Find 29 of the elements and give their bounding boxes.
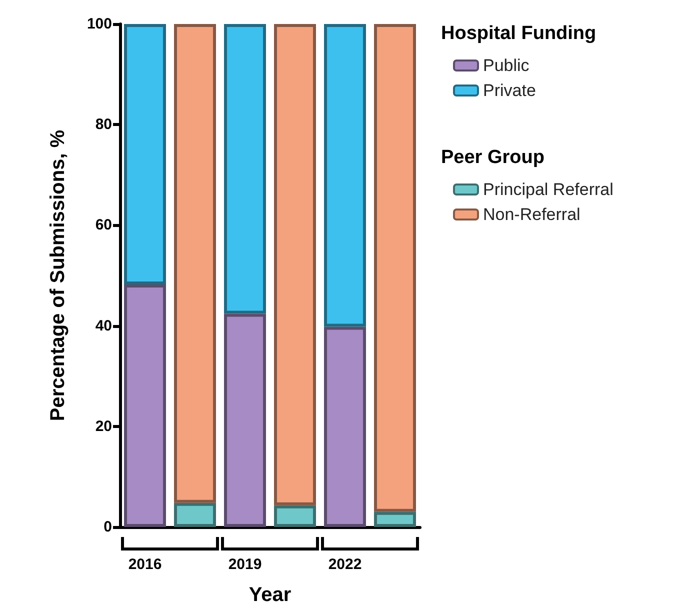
bar: [174, 502, 216, 527]
bar: [324, 24, 366, 327]
y-tick-label: 40: [95, 317, 112, 334]
y-tick-label: 100: [86, 16, 112, 32]
legend-label: Private: [483, 81, 536, 100]
bar: [324, 326, 366, 527]
bar: [174, 24, 216, 503]
bar: [224, 24, 266, 314]
bar: [374, 512, 416, 527]
bar: [274, 24, 316, 506]
bar: [124, 284, 166, 527]
bar: [224, 314, 266, 527]
bar: [374, 24, 416, 512]
y-tick-label: 80: [95, 116, 112, 134]
x-tick-label: 2022: [328, 556, 362, 573]
y-tick-label: 0: [104, 518, 112, 536]
x-axis-title: Year: [248, 584, 292, 606]
x-tick-label: 2019: [228, 556, 262, 573]
legend-title: Hospital Funding: [441, 23, 596, 44]
y-tick-label: 60: [95, 216, 112, 234]
y-axis-title: Percentage of Submissions, %: [47, 130, 69, 422]
x-tick-label: 2016: [128, 556, 162, 573]
legend-label: Public: [483, 56, 530, 75]
y-tick-label: 20: [95, 418, 112, 435]
legend-label: Principal Referral: [483, 180, 614, 199]
bar: [124, 24, 166, 285]
text: Peer Group: [441, 147, 544, 168]
legend-label: Non-Referral: [483, 205, 580, 224]
bar: [274, 505, 316, 527]
